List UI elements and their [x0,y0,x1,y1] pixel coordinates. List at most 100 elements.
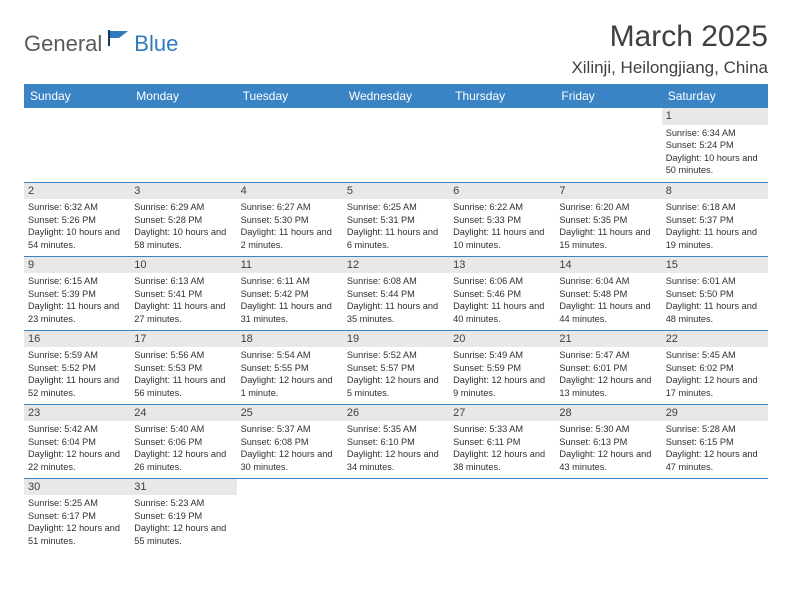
daylight-line: Daylight: 10 hours and 54 minutes. [28,226,126,251]
daylight-line: Daylight: 12 hours and 9 minutes. [453,374,551,399]
sunrise-line: Sunrise: 5:52 AM [347,349,445,361]
sunset-line: Sunset: 5:33 PM [453,214,551,226]
sunrise-line: Sunrise: 5:56 AM [134,349,232,361]
sunset-line: Sunset: 5:48 PM [559,288,657,300]
daylight-line: Daylight: 12 hours and 55 minutes. [134,522,232,547]
day-number: 25 [237,405,343,422]
day-number: 30 [24,479,130,496]
day-number: 26 [343,405,449,422]
sunrise-line: Sunrise: 5:59 AM [28,349,126,361]
sunset-line: Sunset: 5:53 PM [134,362,232,374]
empty-cell [449,478,555,552]
day-cell: 19Sunrise: 5:52 AMSunset: 5:57 PMDayligh… [343,330,449,404]
sunset-line: Sunset: 6:01 PM [559,362,657,374]
day-number: 24 [130,405,236,422]
day-number: 4 [237,183,343,200]
logo-text-general: General [24,31,102,57]
day-cell: 27Sunrise: 5:33 AMSunset: 6:11 PMDayligh… [449,404,555,478]
day-number: 19 [343,331,449,348]
day-number: 3 [130,183,236,200]
day-number: 23 [24,405,130,422]
day-cell: 4Sunrise: 6:27 AMSunset: 5:30 PMDaylight… [237,182,343,256]
day-number: 10 [130,257,236,274]
location: Xilinji, Heilongjiang, China [571,58,768,78]
day-number: 9 [24,257,130,274]
day-cell: 2Sunrise: 6:32 AMSunset: 5:26 PMDaylight… [24,182,130,256]
empty-cell [555,478,661,552]
sunset-line: Sunset: 6:13 PM [559,436,657,448]
day-cell: 31Sunrise: 5:23 AMSunset: 6:19 PMDayligh… [130,478,236,552]
week-row: 23Sunrise: 5:42 AMSunset: 6:04 PMDayligh… [24,404,768,478]
sunrise-line: Sunrise: 6:27 AM [241,201,339,213]
daylight-line: Daylight: 12 hours and 38 minutes. [453,448,551,473]
daylight-line: Daylight: 11 hours and 44 minutes. [559,300,657,325]
day-number: 29 [662,405,768,422]
sunset-line: Sunset: 6:04 PM [28,436,126,448]
sunset-line: Sunset: 5:35 PM [559,214,657,226]
day-cell: 25Sunrise: 5:37 AMSunset: 6:08 PMDayligh… [237,404,343,478]
day-header-row: SundayMondayTuesdayWednesdayThursdayFrid… [24,84,768,108]
logo: General Blue [24,20,178,59]
day-header: Thursday [449,84,555,108]
day-cell: 26Sunrise: 5:35 AMSunset: 6:10 PMDayligh… [343,404,449,478]
sunrise-line: Sunrise: 5:49 AM [453,349,551,361]
sunrise-line: Sunrise: 6:29 AM [134,201,232,213]
sunrise-line: Sunrise: 6:06 AM [453,275,551,287]
daylight-line: Daylight: 11 hours and 6 minutes. [347,226,445,251]
sunset-line: Sunset: 5:50 PM [666,288,764,300]
sunset-line: Sunset: 5:28 PM [134,214,232,226]
daylight-line: Daylight: 12 hours and 22 minutes. [28,448,126,473]
logo-text-blue: Blue [134,31,178,57]
day-cell: 16Sunrise: 5:59 AMSunset: 5:52 PMDayligh… [24,330,130,404]
day-header: Wednesday [343,84,449,108]
day-number: 21 [555,331,661,348]
day-number: 31 [130,479,236,496]
day-header: Saturday [662,84,768,108]
day-cell: 21Sunrise: 5:47 AMSunset: 6:01 PMDayligh… [555,330,661,404]
day-header: Sunday [24,84,130,108]
daylight-line: Daylight: 12 hours and 51 minutes. [28,522,126,547]
day-cell: 22Sunrise: 5:45 AMSunset: 6:02 PMDayligh… [662,330,768,404]
day-cell: 18Sunrise: 5:54 AMSunset: 5:55 PMDayligh… [237,330,343,404]
sunrise-line: Sunrise: 6:04 AM [559,275,657,287]
day-cell: 17Sunrise: 5:56 AMSunset: 5:53 PMDayligh… [130,330,236,404]
day-cell: 9Sunrise: 6:15 AMSunset: 5:39 PMDaylight… [24,256,130,330]
daylight-line: Daylight: 10 hours and 50 minutes. [666,152,764,177]
sunset-line: Sunset: 5:46 PM [453,288,551,300]
sunrise-line: Sunrise: 6:25 AM [347,201,445,213]
day-cell: 29Sunrise: 5:28 AMSunset: 6:15 PMDayligh… [662,404,768,478]
sunrise-line: Sunrise: 6:20 AM [559,201,657,213]
sunrise-line: Sunrise: 6:22 AM [453,201,551,213]
sunrise-line: Sunrise: 6:13 AM [134,275,232,287]
day-cell: 23Sunrise: 5:42 AMSunset: 6:04 PMDayligh… [24,404,130,478]
sunrise-line: Sunrise: 5:47 AM [559,349,657,361]
empty-cell [237,108,343,182]
sunrise-line: Sunrise: 6:34 AM [666,127,764,139]
sunset-line: Sunset: 5:59 PM [453,362,551,374]
day-number: 28 [555,405,661,422]
day-number: 7 [555,183,661,200]
sunrise-line: Sunrise: 5:40 AM [134,423,232,435]
daylight-line: Daylight: 11 hours and 48 minutes. [666,300,764,325]
empty-cell [449,108,555,182]
empty-cell [343,478,449,552]
sunrise-line: Sunrise: 6:11 AM [241,275,339,287]
sunrise-line: Sunrise: 5:23 AM [134,497,232,509]
sunrise-line: Sunrise: 5:30 AM [559,423,657,435]
sunset-line: Sunset: 6:15 PM [666,436,764,448]
sunrise-line: Sunrise: 5:54 AM [241,349,339,361]
day-cell: 12Sunrise: 6:08 AMSunset: 5:44 PMDayligh… [343,256,449,330]
sunrise-line: Sunrise: 5:33 AM [453,423,551,435]
day-cell: 30Sunrise: 5:25 AMSunset: 6:17 PMDayligh… [24,478,130,552]
daylight-line: Daylight: 12 hours and 26 minutes. [134,448,232,473]
day-cell: 3Sunrise: 6:29 AMSunset: 5:28 PMDaylight… [130,182,236,256]
empty-cell [237,478,343,552]
week-row: 30Sunrise: 5:25 AMSunset: 6:17 PMDayligh… [24,478,768,552]
day-cell: 28Sunrise: 5:30 AMSunset: 6:13 PMDayligh… [555,404,661,478]
week-row: 9Sunrise: 6:15 AMSunset: 5:39 PMDaylight… [24,256,768,330]
daylight-line: Daylight: 11 hours and 2 minutes. [241,226,339,251]
daylight-line: Daylight: 12 hours and 5 minutes. [347,374,445,399]
sunset-line: Sunset: 6:19 PM [134,510,232,522]
empty-cell [555,108,661,182]
daylight-line: Daylight: 12 hours and 43 minutes. [559,448,657,473]
